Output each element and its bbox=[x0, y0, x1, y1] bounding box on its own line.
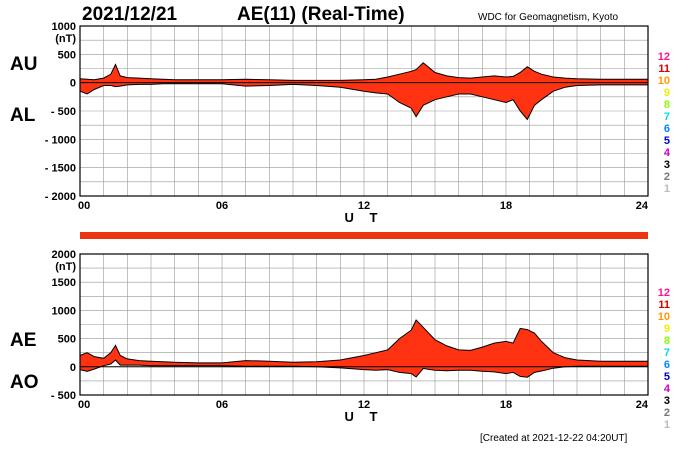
panel1-series-label-upper: AU bbox=[10, 54, 37, 75]
panel2-xtick-label: 00 bbox=[78, 399, 90, 411]
panel2-legend-item: 4 bbox=[664, 383, 671, 395]
panel2-xtick-label: 06 bbox=[216, 399, 228, 411]
chart-date: 2021/12/21 bbox=[82, 4, 178, 25]
panel1-legend-item: 4 bbox=[664, 147, 671, 159]
panel2-frame bbox=[79, 253, 649, 396]
chart-title: AE(11) (Real-Time) bbox=[237, 4, 405, 25]
panel2-legend-item: 10 bbox=[658, 311, 670, 323]
panel1-legend-item: 7 bbox=[664, 111, 670, 123]
panel2-series-ao-line bbox=[79, 359, 648, 378]
panel2-legend-item: 11 bbox=[658, 299, 670, 311]
panel2-xtick-label: 18 bbox=[500, 399, 512, 411]
panel1-series-al-line bbox=[79, 83, 648, 121]
panel1-legend-item: 5 bbox=[664, 135, 670, 147]
panel2-legend-item: 5 bbox=[664, 371, 670, 383]
panel2-ytick-label: - 500 bbox=[51, 390, 76, 402]
panel1-xtick-label: 12 bbox=[358, 200, 370, 212]
panel1-series-label-lower: AL bbox=[10, 105, 36, 126]
panel1-x-axis-label: U T bbox=[345, 210, 384, 225]
panel1-ytick-label: - 500 bbox=[51, 106, 76, 118]
panel1-legend-item: 6 bbox=[664, 123, 670, 135]
panel1-frame bbox=[79, 25, 649, 197]
panel2-legend-item: 8 bbox=[664, 335, 670, 347]
panel2-legend-item: 7 bbox=[664, 347, 670, 359]
panel2-xtick-label: 24 bbox=[636, 399, 649, 411]
panel1-xtick-label: 24 bbox=[636, 200, 649, 212]
panel2-ytick-label: 1000 bbox=[52, 305, 76, 317]
panel1-legend-item: 8 bbox=[664, 99, 670, 111]
panel1-xtick-label: 00 bbox=[78, 200, 90, 212]
panel2-series-label-upper: AE bbox=[10, 330, 36, 351]
panel1-ytick-label: - 1500 bbox=[45, 163, 76, 175]
panel2-legend-item: 2 bbox=[664, 407, 670, 419]
data-coverage-bar bbox=[80, 232, 648, 239]
panel2-ytick-label: 2000 bbox=[52, 249, 76, 261]
panel2-legend-item: 1 bbox=[664, 419, 670, 431]
panel2-series-label-lower: AO bbox=[10, 372, 39, 393]
panel2-ytick-label: 1500 bbox=[52, 277, 76, 289]
panel1-legend-item: 10 bbox=[658, 75, 670, 87]
panel2-ytick-label: 0 bbox=[70, 362, 76, 374]
panel2-unit-label: (nT) bbox=[55, 261, 76, 273]
panel2-legend-item: 3 bbox=[664, 395, 670, 407]
panel2-x-axis-label: U T bbox=[345, 409, 384, 424]
panel1-legend-item: 11 bbox=[658, 63, 670, 75]
panel1-legend-item: 3 bbox=[664, 159, 670, 171]
panel2-ytick-label: 500 bbox=[58, 334, 76, 346]
panel1-ytick-label: 1000 bbox=[52, 21, 76, 33]
panel2-legend-item: 9 bbox=[664, 323, 670, 335]
created-timestamp: [Created at 2021-12-22 04:20UT] bbox=[480, 433, 628, 444]
data-source: WDC for Geomagnetism, Kyoto bbox=[478, 12, 619, 23]
panel1-legend-item: 12 bbox=[658, 51, 670, 63]
panel2-xtick-label: 12 bbox=[358, 399, 370, 411]
panel1-ytick-label: - 1000 bbox=[45, 134, 76, 146]
panel1-ytick-label: 0 bbox=[70, 78, 76, 90]
panel1-unit-label: (nT) bbox=[55, 33, 76, 45]
panel2-series-ae-line bbox=[79, 319, 648, 364]
panel1-series-au-line bbox=[79, 62, 648, 81]
panel1-ytick-label: - 2000 bbox=[45, 191, 76, 203]
panel2-legend-item: 6 bbox=[664, 359, 670, 371]
panel2-legend-item: 12 bbox=[658, 287, 670, 299]
panel1-legend-item: 9 bbox=[664, 87, 670, 99]
panel1-ytick-label: 500 bbox=[58, 49, 76, 61]
panel1-legend-item: 1 bbox=[664, 183, 670, 195]
panel1-xtick-label: 18 bbox=[500, 200, 512, 212]
panel1-xtick-label: 06 bbox=[216, 200, 228, 212]
panel1-legend-item: 2 bbox=[664, 171, 670, 183]
